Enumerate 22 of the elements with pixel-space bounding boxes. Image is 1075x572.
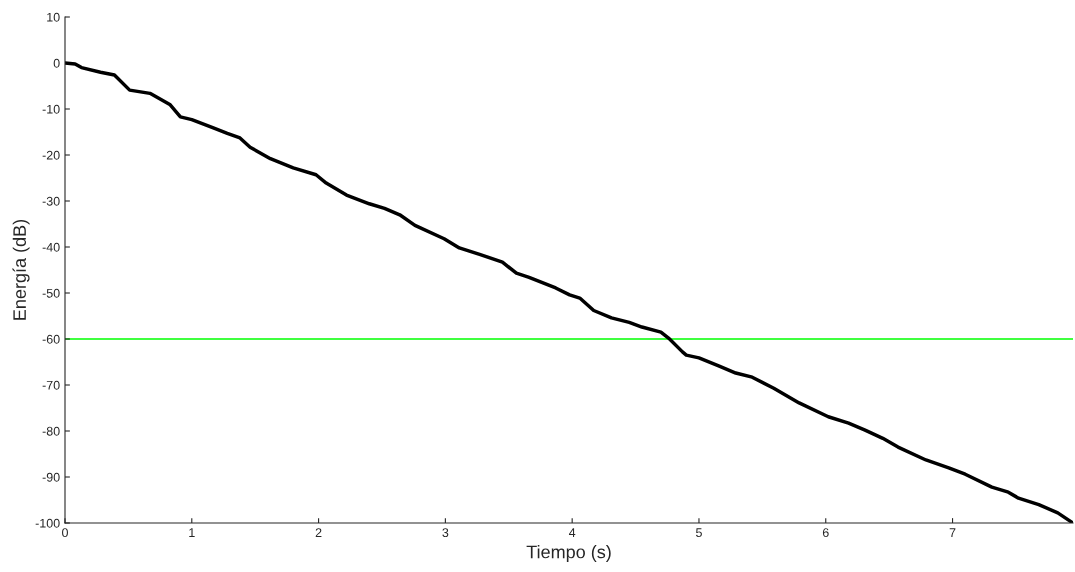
y-tick-label: -100 <box>35 518 60 528</box>
y-tick-label: -20 <box>42 150 60 160</box>
x-axis-title: Tiempo (s) <box>526 545 611 562</box>
y-tick-label: -30 <box>42 196 60 206</box>
x-tick-label: 3 <box>442 528 449 538</box>
x-tick-label: 4 <box>568 528 576 537</box>
x-tick-label: 6 <box>822 528 829 538</box>
x-tick-label: 2 <box>315 528 322 537</box>
y-tick-label: -70 <box>42 380 60 390</box>
y-tick-label: -90 <box>42 472 60 482</box>
y-tick-label: 10 <box>47 12 60 22</box>
y-tick-label: 0 <box>53 58 60 68</box>
y-axis-title: Energía (dB) <box>12 219 30 320</box>
y-tick-label: -40 <box>42 242 60 252</box>
y-tick-label: -10 <box>42 104 60 114</box>
x-tick-label: 7 <box>949 528 956 537</box>
x-tick-label: 5 <box>695 528 702 538</box>
x-tick-label: 1 <box>189 528 195 537</box>
y-tick-label: -50 <box>42 288 60 298</box>
x-tick-label: 0 <box>62 528 68 538</box>
y-tick-label: -60 <box>42 334 60 344</box>
y-tick-label: -80 <box>42 426 60 436</box>
